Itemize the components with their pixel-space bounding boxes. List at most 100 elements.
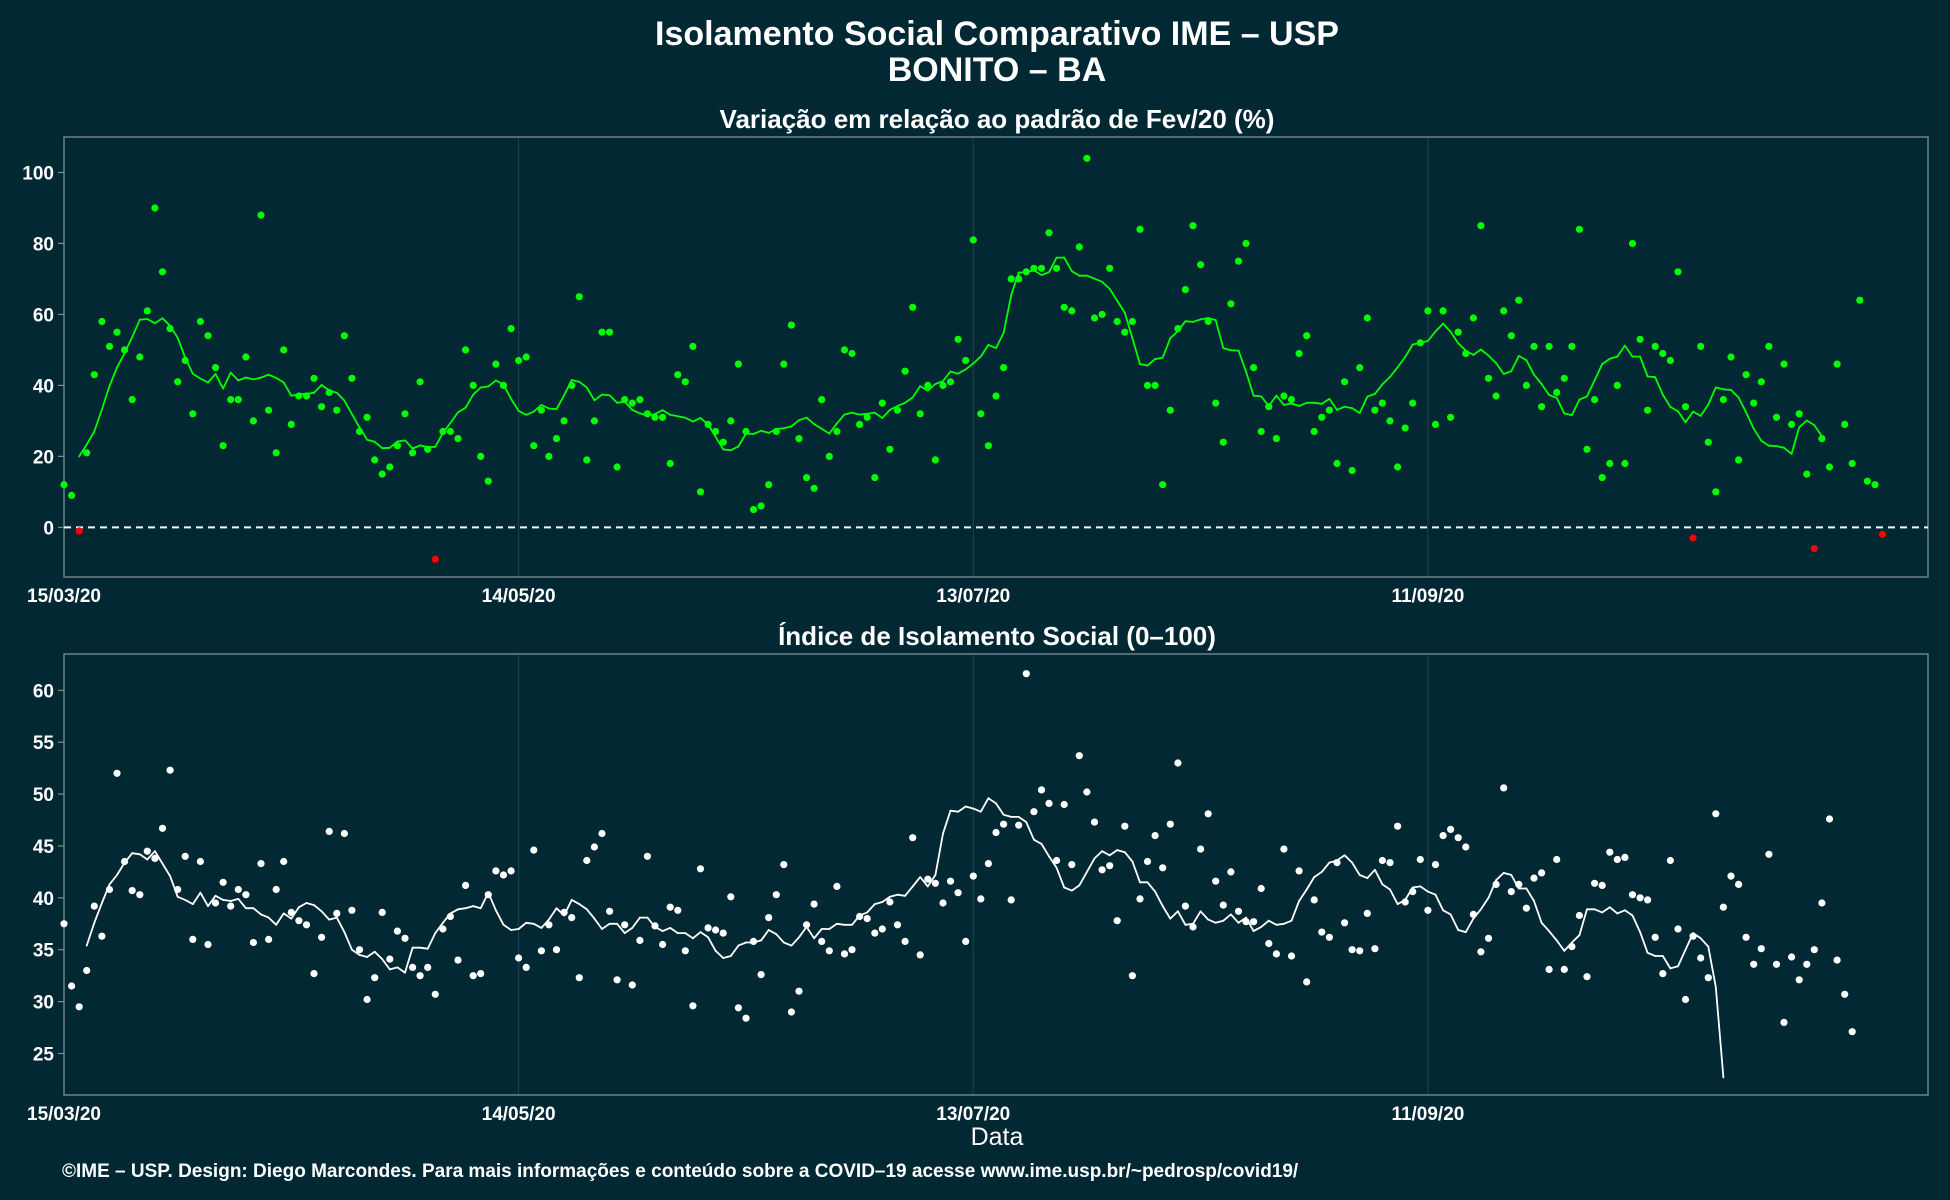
variation-data-point [1863, 477, 1871, 485]
variation-moving-average-segment [1775, 445, 1785, 449]
index-moving-average-segment [964, 805, 975, 810]
variation-moving-average-segment [1548, 394, 1558, 399]
index-moving-average-segment [1358, 874, 1369, 879]
index-data-point [1825, 815, 1834, 823]
variation-data-point [1841, 420, 1849, 428]
index-data-point [719, 929, 727, 937]
variation-data-point [1750, 399, 1758, 407]
variation-data-point [1250, 364, 1258, 372]
variation-moving-average-segment [1540, 383, 1550, 396]
variation-moving-average-segment [1533, 373, 1543, 385]
variation-moving-average-segment [1646, 375, 1657, 379]
variation-moving-average-segment [1131, 337, 1141, 366]
variation-moving-average-segment [1480, 348, 1490, 357]
index-moving-average-segment [1389, 888, 1399, 905]
variation-moving-average-segment [85, 430, 96, 446]
variation-data-point [249, 417, 257, 425]
variation-data-point [1666, 356, 1674, 365]
index-data-point [1348, 946, 1356, 954]
variation-data-point [499, 381, 508, 389]
index-moving-average-segment [1161, 905, 1172, 920]
index-data-point [1303, 978, 1311, 986]
index-moving-average-segment [729, 944, 740, 957]
variation-data-point [1674, 268, 1682, 276]
index-moving-average-segment [722, 955, 732, 959]
index-data-point [1022, 670, 1030, 678]
index-data-point [477, 970, 485, 978]
index-moving-average-segment [1101, 850, 1111, 857]
index-moving-average-segment [699, 931, 709, 939]
index-data-point [560, 908, 568, 917]
variation-moving-average-segment [881, 408, 891, 419]
variation-moving-average-segment [1086, 274, 1096, 280]
index-data-point [522, 963, 530, 972]
index-moving-average-segment [373, 950, 384, 960]
variation-moving-average-segment [911, 385, 922, 399]
variation-data-point [1719, 396, 1727, 404]
variation-data-point [666, 459, 674, 468]
index-moving-average-segment [1199, 910, 1210, 921]
index-data-point [659, 940, 667, 949]
index-moving-average-segment [1192, 910, 1202, 925]
variation-moving-average-segment [1593, 363, 1604, 382]
index-data-point [803, 921, 811, 929]
variation-data-point [878, 399, 886, 407]
index-data-point [1318, 928, 1326, 936]
index-data-point [606, 907, 614, 915]
index-moving-average-segment [1464, 917, 1475, 933]
index-data-point [1818, 899, 1826, 907]
variation-moving-average-segment [1722, 388, 1732, 391]
variation-moving-average-segment [411, 444, 422, 450]
variation-data-point [1401, 424, 1409, 432]
index-data-point [749, 937, 758, 946]
index-data-point [1378, 856, 1386, 865]
chart-title-line2: BONITO – BA [888, 51, 1107, 89]
index-data-point [712, 926, 720, 934]
variation-moving-average-segment [1813, 424, 1823, 438]
variation-moving-average-segment [608, 394, 618, 404]
index-data-point [681, 947, 689, 955]
index-moving-average-segment [684, 932, 694, 940]
index-data-point [552, 946, 561, 954]
index-moving-average-segment [1131, 860, 1141, 884]
variation-data-point [1007, 275, 1015, 283]
variation-moving-average-segment [1737, 396, 1747, 414]
variation-moving-average-segment [1313, 401, 1323, 405]
variation-data-point [1227, 300, 1235, 308]
index-data-point [916, 951, 924, 959]
variation-moving-average-segment [949, 370, 959, 375]
index-moving-average-segment [366, 950, 376, 958]
variation-moving-average-segment [926, 383, 937, 392]
variation-moving-average-segment [434, 431, 444, 448]
index-data-point [454, 956, 462, 964]
variation-data-point [1090, 314, 1099, 322]
variation-moving-average-segment [1760, 439, 1770, 447]
variation-data-point [1121, 328, 1129, 336]
variation-data-point [1856, 296, 1864, 304]
index-data-point [211, 899, 220, 907]
variation-moving-average-segment [1283, 402, 1293, 406]
index-data-point [954, 889, 962, 897]
index-data-point [265, 935, 273, 944]
variation-data-point [984, 442, 993, 450]
variation-moving-average-segment [252, 376, 262, 381]
index-moving-average-segment [578, 903, 588, 911]
variation-data-point [151, 204, 159, 212]
variation-moving-average-segment [131, 318, 141, 339]
variation-data-point [1386, 417, 1394, 425]
variation-data-point [893, 406, 902, 414]
index-data-point [1242, 918, 1250, 926]
footer-credit: ©IME – USP. Design: Diego Marcondes. Par… [62, 1161, 1299, 1182]
variation-moving-average-segment [1237, 349, 1247, 373]
index-y-tick-label: 50 [33, 785, 54, 806]
index-moving-average-segment [1624, 909, 1634, 917]
index-data-point [1765, 850, 1773, 858]
index-moving-average-segment [623, 927, 634, 934]
index-data-point [363, 995, 371, 1004]
variation-moving-average-segment [532, 403, 543, 413]
variation-moving-average-segment [93, 408, 103, 433]
variation-data-point [325, 388, 333, 397]
index-moving-average-segment [237, 898, 247, 910]
variation-moving-average-segment [578, 380, 588, 389]
index-moving-average-segment [426, 932, 437, 950]
